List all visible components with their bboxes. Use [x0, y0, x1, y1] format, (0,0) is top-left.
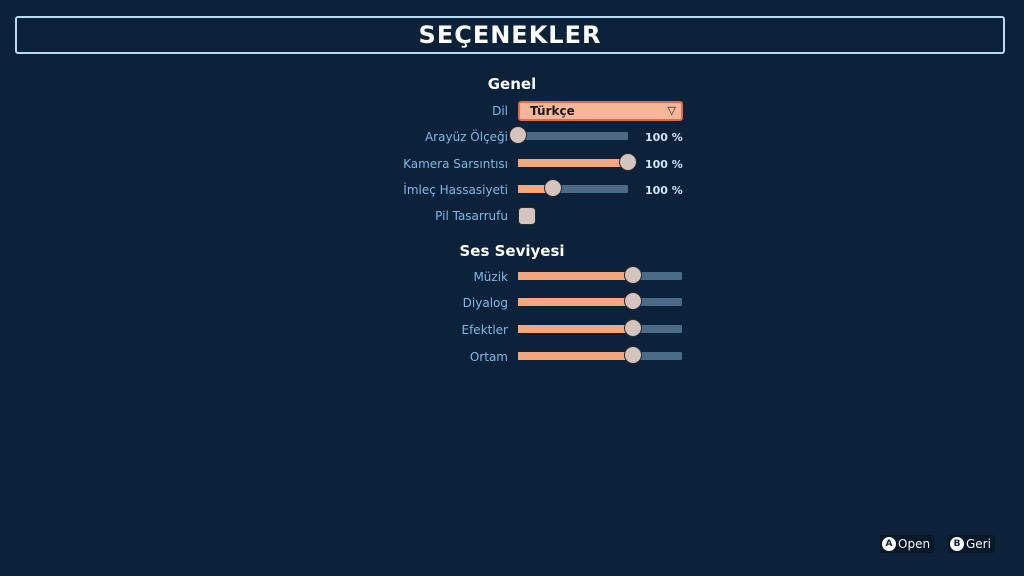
a-button-icon: A	[882, 537, 896, 551]
dialog-label: Diyalog	[462, 296, 508, 310]
title-bar: Seçenekler	[15, 16, 1005, 54]
ambient-label: Ortam	[469, 350, 508, 364]
music-slider[interactable]	[518, 266, 682, 284]
effects-label: Efektler	[461, 323, 509, 337]
effects-fill	[518, 325, 633, 333]
music-fill	[518, 272, 633, 280]
cursor-sensitivity-fill	[518, 185, 554, 193]
section-volume-heading: Ses Seviyesi	[459, 242, 565, 260]
chevron-down-icon: ▽	[667, 104, 676, 117]
ambient-knob[interactable]	[623, 346, 642, 364]
ui-scale-label: Arayüz Ölçeği	[424, 130, 508, 144]
effects-knob[interactable]	[623, 319, 642, 337]
dialog-fill	[518, 298, 633, 306]
cursor-sensitivity-slider[interactable]	[518, 179, 628, 197]
section-general-heading: Genel	[487, 75, 537, 93]
ui-scale-value: 100 %	[645, 131, 683, 144]
page-title: Seçenekler	[418, 21, 602, 49]
music-knob[interactable]	[623, 266, 642, 284]
camera-shake-fill	[518, 159, 628, 167]
hint-open-label: Open	[898, 537, 931, 551]
dialog-slider[interactable]	[518, 292, 682, 310]
camera-shake-slider[interactable]	[518, 153, 637, 171]
battery-saver-label: Pil Tasarrufu	[435, 209, 508, 223]
camera-shake-label: Kamera Sarsıntısı	[403, 157, 508, 171]
hint-open[interactable]: A Open	[880, 535, 935, 553]
battery-saver-checkbox[interactable]	[518, 207, 536, 225]
cursor-sensitivity-value: 100 %	[645, 184, 683, 197]
camera-shake-knob[interactable]	[619, 153, 637, 171]
hint-back[interactable]: B Geri	[948, 535, 995, 553]
b-button-icon: B	[950, 537, 964, 551]
language-label: Dil	[492, 104, 508, 118]
ambient-slider[interactable]	[518, 346, 682, 364]
language-value: Türkçe	[530, 104, 575, 118]
cursor-sensitivity-label: İmleç Hassasiyeti	[403, 183, 508, 197]
ui-scale-slider[interactable]	[509, 126, 628, 144]
hint-back-label: Geri	[966, 537, 991, 551]
dialog-knob[interactable]	[623, 292, 642, 310]
camera-shake-value: 100 %	[645, 158, 683, 171]
effects-slider[interactable]	[518, 319, 682, 337]
ui-scale-knob[interactable]	[509, 126, 527, 144]
music-label: Müzik	[473, 270, 508, 284]
cursor-sensitivity-knob[interactable]	[544, 179, 563, 197]
ambient-fill	[518, 352, 633, 360]
language-dropdown[interactable]: Türkçe ▽	[518, 101, 683, 121]
